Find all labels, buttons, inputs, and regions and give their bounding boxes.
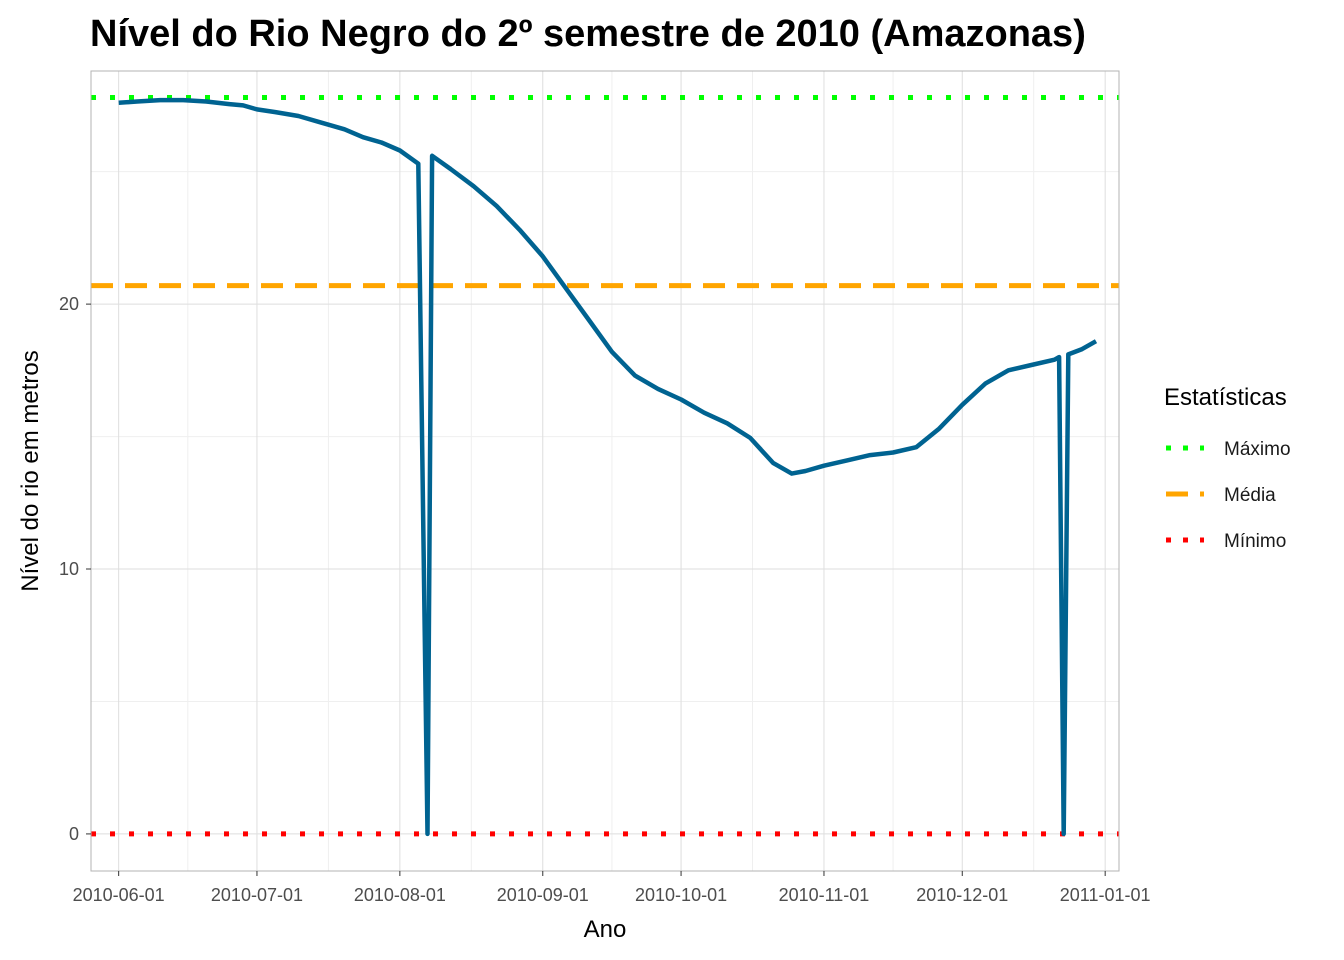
y-tick-label: 0 bbox=[69, 824, 79, 844]
legend-title: Estatísticas bbox=[1164, 384, 1287, 411]
x-tick-label: 2010-12-01 bbox=[916, 885, 1008, 905]
major-gridlines bbox=[91, 71, 1119, 871]
plot-border bbox=[90, 70, 1120, 872]
x-tick-label: 2010-11-01 bbox=[779, 885, 870, 905]
legend-label: Máximo bbox=[1224, 439, 1291, 460]
series-line bbox=[118, 97, 1098, 837]
legend-label: Média bbox=[1224, 485, 1276, 506]
y-axis-label: Nível do rio em metros bbox=[17, 350, 44, 591]
x-tick-label: 2010-08-01 bbox=[354, 885, 446, 905]
x-tick-label: 2010-06-01 bbox=[73, 885, 165, 905]
x-tick-label: 2011-01-01 bbox=[1060, 885, 1151, 905]
x-tick-label: 2010-10-01 bbox=[635, 885, 727, 905]
x-axis-label: Ano bbox=[584, 916, 627, 943]
y-tick-label: 10 bbox=[59, 559, 79, 579]
x-tick-label: 2010-07-01 bbox=[211, 885, 303, 905]
series-group bbox=[118, 97, 1098, 837]
minor-gridlines bbox=[91, 71, 1119, 871]
x-axis-ticks: 2010-06-01 2010-07-01 2010-08-01 2010-09-01… bbox=[73, 871, 1151, 905]
legend-label: Mínimo bbox=[1224, 531, 1286, 552]
y-axis-ticks: 0 10 20 bbox=[59, 294, 91, 844]
chart-title: Nível do Rio Negro do 2º semestre de 201… bbox=[90, 13, 1086, 55]
reference-lines bbox=[91, 94, 1119, 837]
y-tick-label: 20 bbox=[59, 294, 79, 314]
legend: Estatísticas Máximo Média Mínimo bbox=[1164, 384, 1291, 552]
x-tick-label: 2010-09-01 bbox=[497, 885, 589, 905]
